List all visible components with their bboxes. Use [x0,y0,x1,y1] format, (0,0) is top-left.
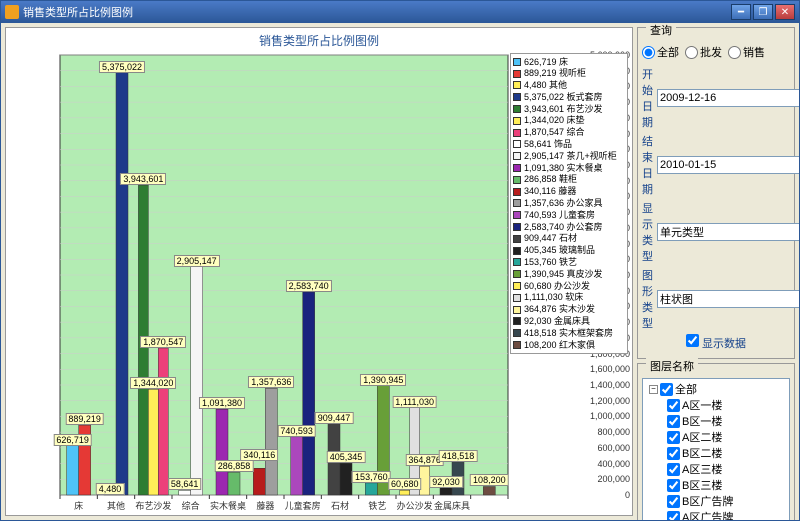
chart-panel: 销售类型所占比例图例 0200,000400,000600,000800,000… [5,27,633,516]
radio-retail[interactable]: 销售 [728,44,765,60]
layers-tree[interactable]: − 全部 A区一楼 B区一楼 A区二楼 B区二楼 A区三楼 B区三楼 B区广告牌… [642,378,790,520]
chart-type-select[interactable] [657,290,799,308]
app-window: 销售类型所占比例图例 ━ ❐ ✕ 销售类型所占比例图例 0200,000400,… [0,0,800,521]
chart-area: 0200,000400,000600,000800,0001,000,0001,… [6,49,632,515]
chart-title: 销售类型所占比例图例 [6,28,632,49]
maximize-button[interactable]: ❐ [753,4,773,20]
chart-legend: 626,719 床889,219 视听柜4,480 其他5,375,022 板式… [510,53,628,354]
end-date-input[interactable] [657,156,799,174]
app-icon [5,5,19,19]
start-date-input[interactable] [657,89,799,107]
side-panel: 查询 全部 批发 销售 开始日期▾ 结束日期▾ 显示类型▾ 图形类型▾ 显示数据… [637,27,795,516]
display-type-select[interactable] [657,223,799,241]
window-title: 销售类型所占比例图例 [23,4,133,20]
radio-all[interactable]: 全部 [642,44,679,60]
minimize-button[interactable]: ━ [731,4,751,20]
titlebar: 销售类型所占比例图例 ━ ❐ ✕ [1,1,799,23]
layers-group-title: 图层名称 [646,358,698,374]
query-group-title: 查询 [646,23,676,38]
radio-wholesale[interactable]: 批发 [685,44,722,60]
query-group: 查询 全部 批发 销售 开始日期▾ 结束日期▾ 显示类型▾ 图形类型▾ 显示数据 [637,27,795,359]
close-window-button[interactable]: ✕ [775,4,795,20]
show-data-checkbox[interactable]: 显示数据 [686,334,746,351]
layers-group: 图层名称 − 全部 A区一楼 B区一楼 A区二楼 B区二楼 A区三楼 B区三楼 … [637,363,795,520]
